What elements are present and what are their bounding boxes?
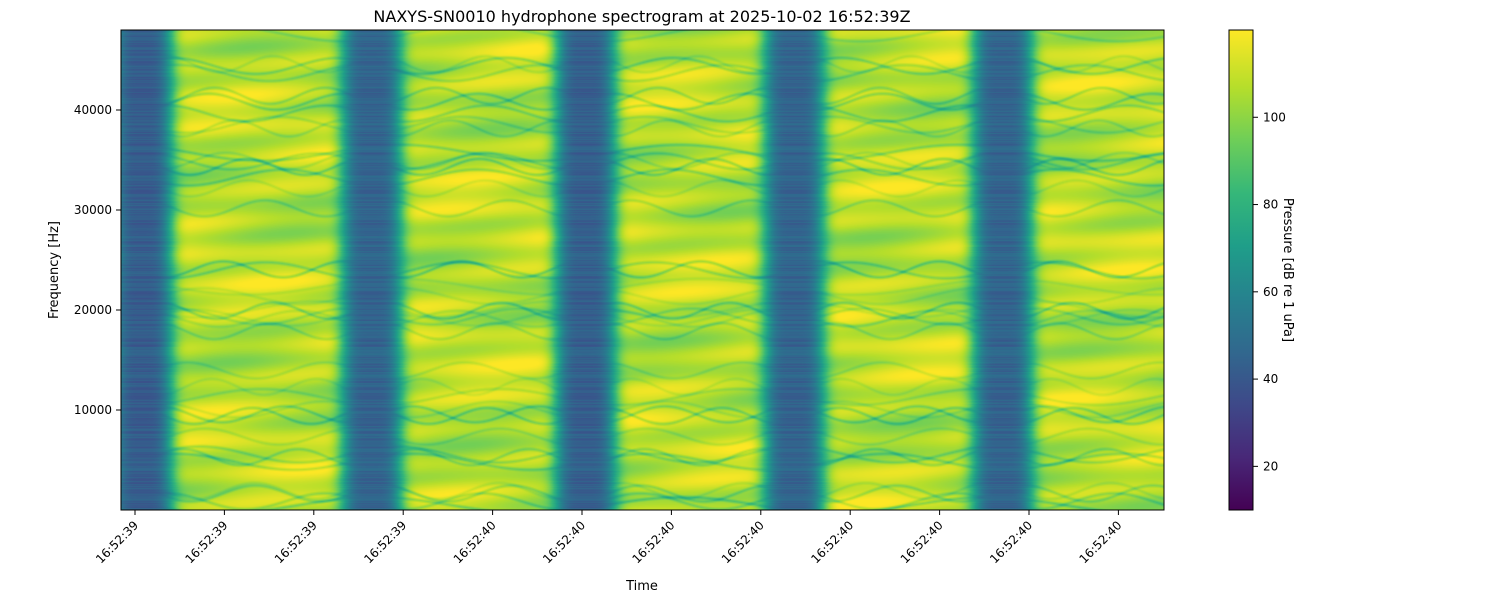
y-tick-label: 40000 xyxy=(74,103,112,117)
chart-title: NAXYS-SN0010 hydrophone spectrogram at 2… xyxy=(373,7,910,26)
x-tick-label: 16:52:40 xyxy=(719,518,767,566)
x-tick-label: 16:52:40 xyxy=(987,518,1035,566)
y-axis: 10000 20000 30000 40000 xyxy=(74,103,121,417)
colorbar-ticks: 20 40 60 80 100 xyxy=(1253,110,1286,473)
x-tick-label: 16:52:40 xyxy=(630,518,678,566)
y-tick-label: 20000 xyxy=(74,303,112,317)
x-tick-label: 16:52:40 xyxy=(540,518,588,566)
colorbar-tick-label: 20 xyxy=(1263,459,1278,473)
y-tick-label: 30000 xyxy=(74,203,112,217)
x-axis: 16:52:39 16:52:39 16:52:39 16:52:39 16:52:40… xyxy=(93,510,1125,566)
colorbar-tick-label: 80 xyxy=(1263,198,1278,212)
spectrogram-heatmap xyxy=(121,30,1164,510)
x-tick-label: 16:52:39 xyxy=(93,518,141,566)
x-tick-label: 16:52:39 xyxy=(272,518,320,566)
plot-area xyxy=(120,29,1165,511)
colorbar: 20 40 60 80 100 Pressure [dB re 1 uPa] xyxy=(1228,29,1295,511)
x-tick-label: 16:52:40 xyxy=(451,518,499,566)
x-tick-label: 16:52:40 xyxy=(1077,518,1125,566)
colorbar-gradient xyxy=(1228,29,1254,511)
plot-frame xyxy=(120,29,1165,511)
y-axis-label: Frequency [Hz] xyxy=(47,221,62,319)
x-tick-label: 16:52:40 xyxy=(808,518,856,566)
x-tick-label: 16:52:39 xyxy=(361,518,409,566)
colorbar-tick-label: 60 xyxy=(1263,285,1278,299)
x-axis-label: Time xyxy=(625,579,658,594)
x-tick-label: 16:52:40 xyxy=(898,518,946,566)
colorbar-tick-label: 40 xyxy=(1263,372,1278,386)
colorbar-label: Pressure [dB re 1 uPa] xyxy=(1280,198,1295,342)
colorbar-tick-label: 100 xyxy=(1263,110,1286,124)
y-tick-label: 10000 xyxy=(74,403,112,417)
x-tick-label: 16:52:39 xyxy=(183,518,231,566)
